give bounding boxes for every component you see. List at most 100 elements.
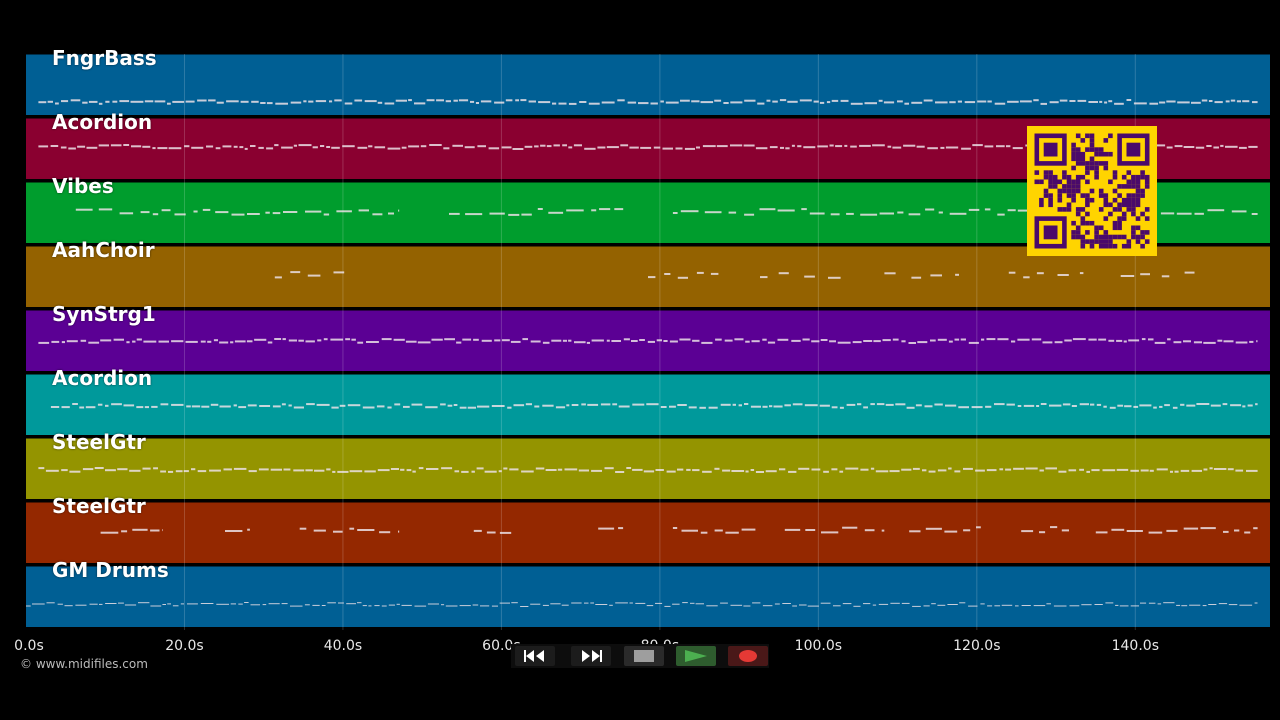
qr-module xyxy=(1075,151,1081,157)
qr-code[interactable] xyxy=(1027,126,1157,256)
note-mark xyxy=(79,406,85,409)
play-button[interactable] xyxy=(676,646,716,666)
note-mark xyxy=(82,468,94,471)
note-mark xyxy=(210,403,219,406)
note-mark xyxy=(788,470,797,473)
note-mark xyxy=(677,276,688,279)
qr-module xyxy=(1144,179,1150,185)
note-mark xyxy=(1140,469,1149,472)
note-mark xyxy=(791,339,801,342)
note-mark xyxy=(1242,100,1250,103)
qr-module xyxy=(1135,216,1141,221)
stop-button[interactable] xyxy=(624,646,664,666)
note-mark xyxy=(1025,467,1038,470)
note-mark xyxy=(167,603,171,605)
note-mark xyxy=(441,467,453,470)
note-mark xyxy=(336,210,352,213)
note-mark xyxy=(1046,603,1051,605)
note-mark xyxy=(414,605,427,607)
note-mark xyxy=(780,146,784,149)
note-mark xyxy=(524,145,533,148)
qr-module xyxy=(1080,156,1086,162)
qr-finder-core xyxy=(1043,142,1058,157)
note-mark xyxy=(82,101,88,104)
qr-module xyxy=(1098,151,1104,157)
note-mark xyxy=(777,338,789,341)
record-button[interactable] xyxy=(728,646,768,666)
note-mark xyxy=(381,338,392,341)
note-mark xyxy=(270,468,282,471)
note-mark xyxy=(557,468,563,471)
note-mark xyxy=(77,145,86,148)
note-mark xyxy=(947,604,958,605)
note-mark xyxy=(119,100,130,103)
note-mark xyxy=(332,470,336,473)
qr-module xyxy=(1098,147,1104,152)
note-mark xyxy=(118,602,124,604)
note-mark xyxy=(629,146,639,149)
note-mark xyxy=(171,403,184,406)
note-mark xyxy=(1068,469,1077,472)
note-mark xyxy=(1108,100,1113,103)
note-mark xyxy=(1173,341,1182,344)
note-mark xyxy=(840,99,849,102)
note-mark xyxy=(606,146,619,149)
note-mark xyxy=(405,340,417,343)
note-mark xyxy=(1154,144,1166,147)
qr-module xyxy=(1098,239,1104,244)
note-mark xyxy=(167,102,171,105)
note-mark xyxy=(105,100,110,103)
qr-module xyxy=(1085,147,1090,152)
note-mark xyxy=(759,208,776,211)
note-mark xyxy=(305,210,322,213)
note-mark xyxy=(98,208,113,211)
note-mark xyxy=(174,213,186,216)
note-mark xyxy=(1148,602,1156,604)
note-mark xyxy=(368,605,372,607)
note-mark xyxy=(334,99,342,102)
qr-module xyxy=(1071,165,1076,171)
note-mark xyxy=(339,404,346,407)
note-mark xyxy=(968,341,979,344)
note-mark xyxy=(528,100,536,103)
note-mark xyxy=(481,339,492,342)
note-mark xyxy=(1049,404,1062,407)
note-mark xyxy=(870,403,875,406)
fast-forward-button[interactable] xyxy=(571,646,611,666)
note-mark xyxy=(282,338,286,341)
note-mark xyxy=(200,340,206,343)
note-mark xyxy=(809,212,825,215)
qr-module xyxy=(1112,220,1118,226)
note-mark xyxy=(1130,469,1139,472)
qr-module xyxy=(1131,197,1136,203)
qr-module xyxy=(1103,239,1109,244)
note-mark xyxy=(247,404,257,407)
qr-module xyxy=(1075,147,1081,152)
note-mark xyxy=(387,406,392,409)
qr-module xyxy=(1103,165,1109,171)
note-mark xyxy=(948,340,953,343)
qr-module xyxy=(1057,179,1063,185)
piano-roll[interactable]: FngrBass Acordion Vibes AahChoir SynStrg… xyxy=(26,46,1270,630)
time-tick-label: 140.0s xyxy=(1111,638,1159,654)
note-mark xyxy=(98,102,103,105)
note-mark xyxy=(272,212,281,215)
note-area xyxy=(26,247,1270,308)
note-mark xyxy=(829,340,836,343)
note-mark xyxy=(971,406,983,409)
note-mark xyxy=(1006,145,1011,148)
note-mark xyxy=(1220,144,1224,147)
note-mark xyxy=(345,338,351,341)
note-mark xyxy=(555,406,566,409)
rewind-button[interactable] xyxy=(515,646,555,666)
note-mark xyxy=(1186,404,1196,407)
note-mark xyxy=(1007,100,1019,103)
note-mark xyxy=(307,274,321,277)
note-mark xyxy=(618,405,630,408)
qr-module xyxy=(1135,188,1141,194)
note-mark xyxy=(379,531,391,534)
note-mark xyxy=(660,406,667,408)
transport-controls xyxy=(511,644,769,668)
note-mark xyxy=(530,603,541,605)
note-mark xyxy=(337,470,349,473)
